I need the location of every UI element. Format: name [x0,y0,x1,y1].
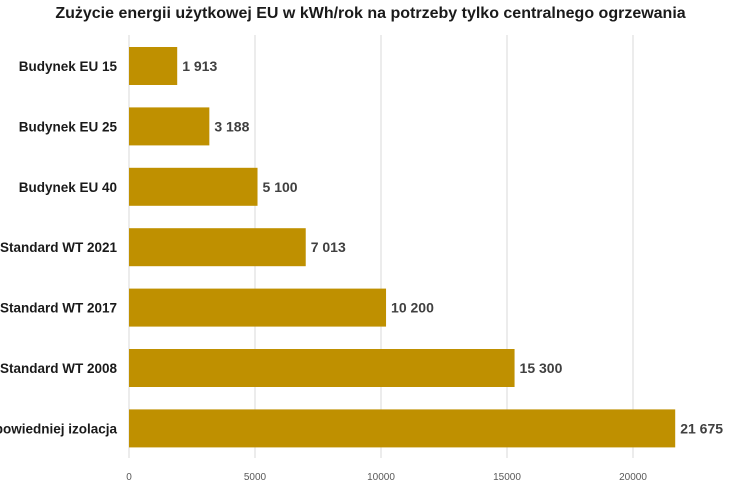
value-label: 10 200 [391,300,434,316]
category-label: Brak odpowiedniej izolacja [0,421,117,436]
x-tick-label: 20000 [619,472,647,483]
category-label: Standard WT 2008 [0,361,117,376]
bar [129,349,515,387]
category-label: Budynek EU 15 [19,59,118,74]
bar [129,167,258,206]
value-label: 7 013 [311,239,346,255]
bar [129,288,387,327]
x-tick-label: 10000 [367,472,395,483]
bar [129,107,210,146]
value-label: 15 300 [520,360,563,376]
bars [129,47,676,448]
value-label: 5 100 [263,179,298,195]
x-tick-label: 15000 [493,472,521,483]
value-label: 1 913 [182,58,217,74]
category-label: Budynek EU 25 [19,119,118,134]
labels: 0 5000 10000 15000 20000 Budynek EU 15 1 913 Bu… [0,58,723,483]
bar [129,47,178,85]
x-tick-label: 0 [126,472,132,483]
category-label: Budynek EU 40 [19,180,117,195]
value-label: 3 188 [214,118,249,134]
value-label: 21 675 [680,420,723,436]
x-tick-label: 5000 [244,472,267,483]
chart-title: Zużycie energii użytkowej EU w kWh/rok n… [55,5,686,22]
category-label: Standard WT 2017 [0,301,117,316]
bar [129,409,676,448]
bar [129,228,306,267]
category-label: Standard WT 2021 [0,240,117,255]
